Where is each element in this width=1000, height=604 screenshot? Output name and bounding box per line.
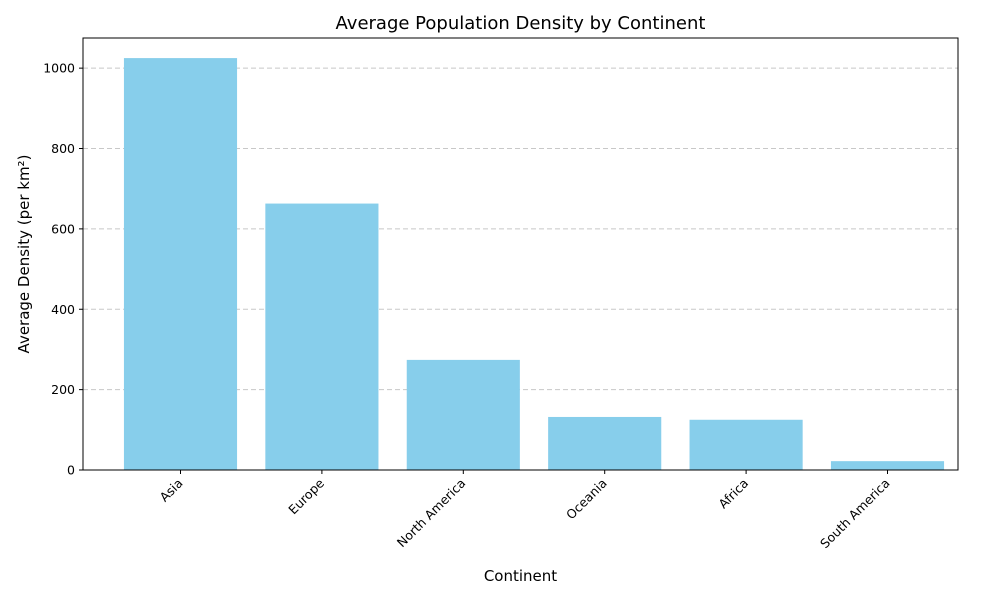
x-tick-label: South America: [817, 476, 893, 552]
bar-asia: [123, 58, 238, 471]
y-axis-ticks: 0 200 400 600 800 1000: [43, 61, 83, 478]
x-axis-label: Continent: [484, 567, 557, 585]
y-tick-label: 1000: [43, 61, 75, 76]
x-tick-label: Asia: [156, 476, 185, 505]
x-tick-label: Africa: [715, 476, 751, 512]
bar-south-america: [830, 461, 945, 470]
bar-north-america: [406, 359, 520, 470]
y-axis-label: Average Density (per km²): [15, 155, 33, 354]
y-tick-label: 0: [67, 463, 75, 478]
x-axis-ticks: Asia Europe North America Oceania Africa Sout…: [156, 470, 893, 552]
y-tick-label: 600: [51, 221, 75, 236]
bar-oceania: [548, 416, 662, 470]
x-tick-label: Oceania: [563, 476, 610, 523]
y-tick-label: 200: [51, 382, 75, 397]
bar-africa: [689, 419, 803, 470]
x-tick-label: North America: [394, 476, 469, 551]
y-tick-label: 800: [51, 141, 75, 156]
bars: [123, 58, 945, 471]
y-tick-label: 400: [51, 302, 75, 317]
chart-title: Average Population Density by Continent: [336, 13, 706, 34]
x-tick-label: Europe: [285, 475, 327, 517]
axes-frame: [82, 37, 959, 471]
bar-europe: [265, 203, 379, 470]
